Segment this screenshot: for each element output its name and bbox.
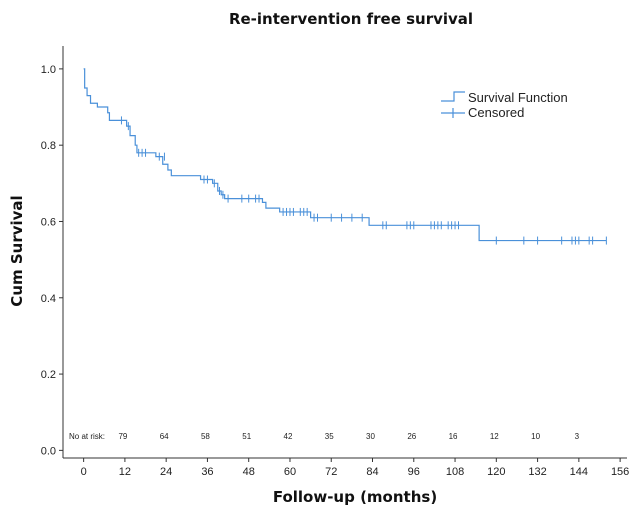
x-tick-label: 120 <box>487 466 505 478</box>
risk-table-value: 58 <box>201 432 210 441</box>
risk-table-label: No at risk: <box>69 432 105 441</box>
y-axis-title: Cum Survival <box>8 195 26 306</box>
y-tick-label: 0.6 <box>41 216 56 228</box>
plot-area <box>62 46 627 459</box>
legend-survival-label: Survival Function <box>468 90 568 105</box>
chart-title: Re-intervention free survival <box>229 10 473 28</box>
y-tick-label: 1.0 <box>41 64 56 76</box>
risk-table: No at risk: 79 64 58 51 42 35 30 26 16 12 10 3 <box>69 432 580 441</box>
survival-function-line <box>83 68 607 242</box>
risk-table-value: 42 <box>284 432 293 441</box>
risk-table-value: 51 <box>242 432 251 441</box>
x-tick-label: 132 <box>528 466 546 478</box>
x-tick-label: 96 <box>408 466 420 478</box>
risk-table-value: 3 <box>575 432 580 441</box>
risk-table-value: 16 <box>449 432 458 441</box>
x-tick-label: 84 <box>366 466 378 478</box>
y-tick-label: 0.2 <box>41 369 56 381</box>
risk-table-value: 35 <box>325 432 334 441</box>
legend-survival-swatch <box>441 91 465 102</box>
x-tick-label: 12 <box>119 466 131 478</box>
x-tick-label: 156 <box>611 466 629 478</box>
x-tick-label: 108 <box>446 466 464 478</box>
x-tick-label: 24 <box>160 466 172 478</box>
x-tick-label: 36 <box>201 466 213 478</box>
x-tick-label: 60 <box>284 466 296 478</box>
x-tick-label: 48 <box>243 466 255 478</box>
x-axis-title: Follow-up (months) <box>273 488 437 506</box>
risk-table-value: 64 <box>160 432 169 441</box>
y-tick-label: 0.8 <box>41 140 56 152</box>
risk-table-value: 10 <box>531 432 540 441</box>
x-tick-label: 144 <box>570 466 588 478</box>
y-tick-label: 0.0 <box>41 445 56 457</box>
x-tick-label: 0 <box>81 466 87 478</box>
series-layer <box>83 68 607 242</box>
x-tick-label: 72 <box>325 466 337 478</box>
risk-table-value: 12 <box>490 432 499 441</box>
y-tick-label: 0.4 <box>41 293 56 305</box>
risk-table-value: 79 <box>118 432 127 441</box>
x-axis: 0 12 24 36 48 60 72 84 96 108 120 132 144 156 <box>81 458 629 478</box>
risk-table-value: 30 <box>366 432 375 441</box>
risk-table-value: 26 <box>407 432 416 441</box>
legend-censored-label: Censored <box>468 105 524 120</box>
censored-marks <box>120 116 607 245</box>
y-axis: 0.0 0.2 0.4 0.6 0.8 1.0 <box>41 64 63 457</box>
